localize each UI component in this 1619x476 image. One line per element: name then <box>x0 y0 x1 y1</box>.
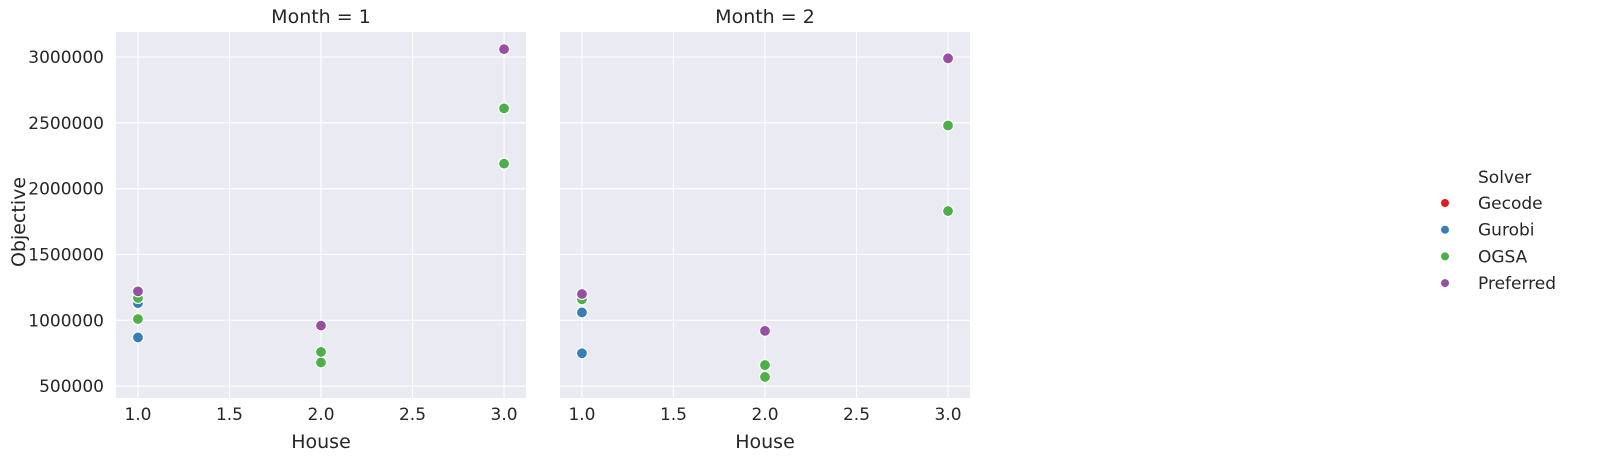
panel-2: Month = 2 1.0 1.5 2.0 2.5 3.0 House <box>560 6 970 453</box>
x-tick-label: 3.0 <box>491 405 518 425</box>
point-ogsa <box>941 119 955 132</box>
x-tick-label: 1.0 <box>568 405 595 425</box>
point-ogsa <box>497 157 511 170</box>
legend-marker <box>1441 199 1449 207</box>
point-ogsa <box>314 356 328 369</box>
legend-label: OGSA <box>1478 247 1528 267</box>
point-ogsa <box>497 102 511 115</box>
legend-marker <box>1441 252 1449 261</box>
x-tick-label: 2.5 <box>843 405 870 425</box>
panel-title: Month = 2 <box>715 6 815 28</box>
y-tick-label: 500000 <box>39 377 104 397</box>
point-ogsa <box>758 370 772 384</box>
point-gurobi <box>131 331 145 344</box>
point-preferred <box>758 324 772 337</box>
legend-title: Solver <box>1478 168 1531 188</box>
point-preferred <box>314 319 328 332</box>
panel-title: Month = 1 <box>271 6 371 28</box>
point-preferred <box>131 285 145 298</box>
y-tick-label: 1000000 <box>28 311 104 331</box>
point-ogsa <box>758 358 772 372</box>
x-tick-label: 3.0 <box>935 405 962 425</box>
panel-1: Month = 1 1.0 1.5 2.0 2.5 3.0 House 500000 10000… <box>28 6 526 453</box>
legend-marker <box>1441 225 1449 234</box>
legend-label: Preferred <box>1478 274 1556 294</box>
point-preferred <box>941 52 955 65</box>
legend-marker <box>1441 279 1449 288</box>
panels: Month = 1 1.0 1.5 2.0 2.5 3.0 House 500000 10000… <box>28 6 970 453</box>
legend-label: Gurobi <box>1478 221 1534 241</box>
x-axis-title: House <box>291 431 351 453</box>
x-tick-label: 1.5 <box>660 405 687 425</box>
x-tick-label: 2.5 <box>399 405 426 425</box>
x-axis-title: House <box>735 431 795 453</box>
point-ogsa <box>314 345 328 359</box>
y-tick-label: 3000000 <box>28 48 104 68</box>
x-tick-label: 1.0 <box>124 405 151 425</box>
y-tick-label: 2000000 <box>28 180 104 200</box>
y-tick-label: 2500000 <box>28 114 104 134</box>
point-ogsa <box>941 204 955 218</box>
x-tick-label: 1.5 <box>216 405 243 425</box>
point-gurobi <box>575 306 589 319</box>
point-gurobi <box>575 347 589 360</box>
point-preferred <box>497 43 511 56</box>
x-tick-label: 2.0 <box>307 405 334 425</box>
y-axis-title: Objective <box>8 177 30 267</box>
point-ogsa <box>131 312 145 326</box>
legend-label: Gecode <box>1478 194 1543 214</box>
x-tick-label: 2.0 <box>751 405 778 425</box>
legend: Solver Gecode Gurobi OGSA Preferred <box>1441 168 1556 294</box>
y-tick-label: 1500000 <box>28 245 104 265</box>
point-preferred <box>575 287 589 301</box>
